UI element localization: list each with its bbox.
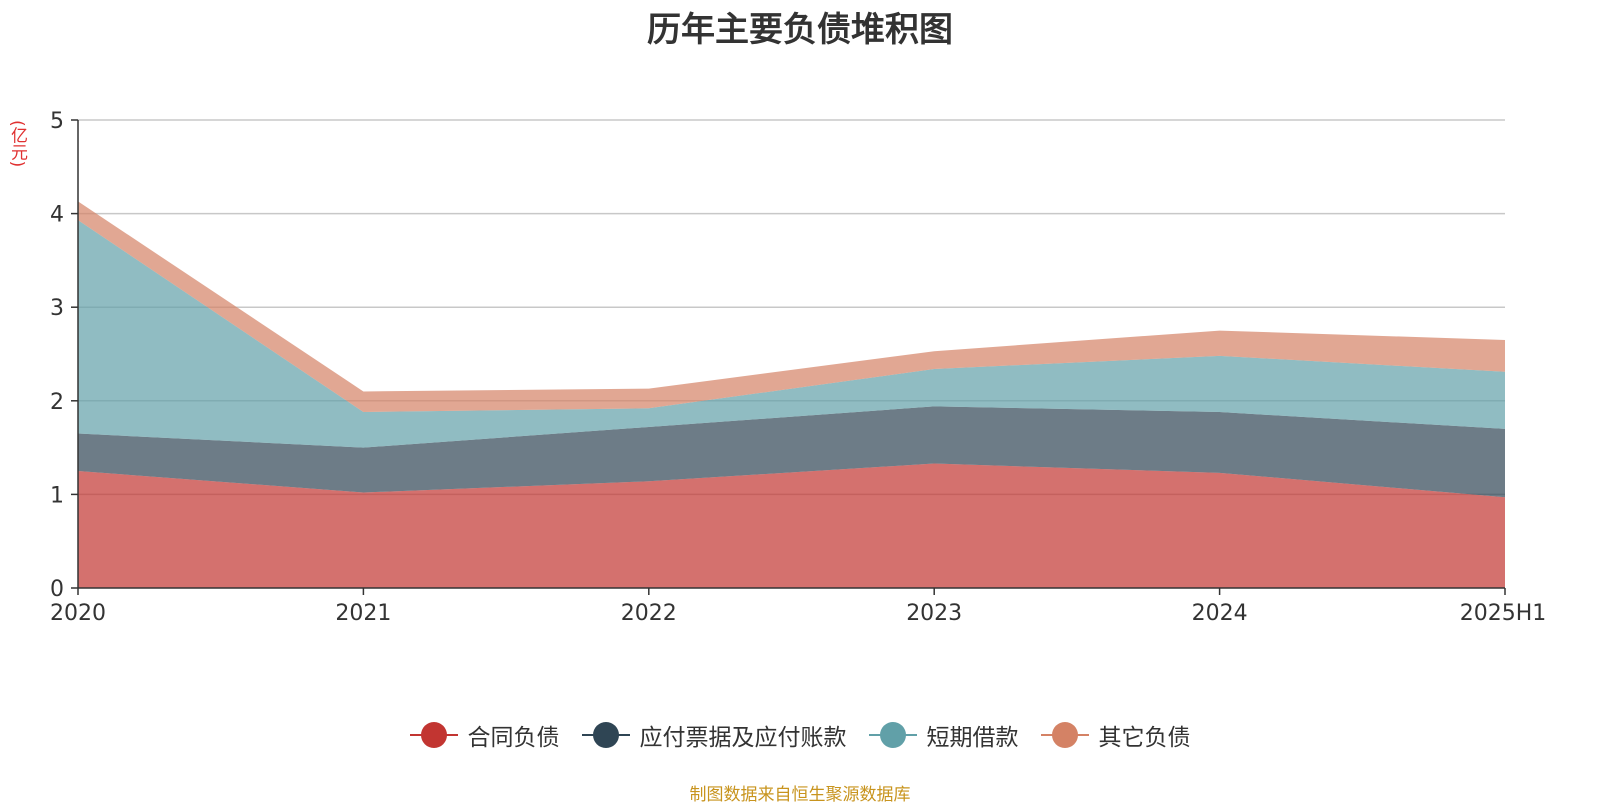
- legend-label: 短期借款: [926, 725, 1019, 751]
- x-tick-label: 2021: [335, 601, 391, 626]
- legend-marker-icon: [868, 721, 917, 749]
- legend-item-0[interactable]: 合同负债: [409, 718, 560, 752]
- y-tick-label: 3: [50, 296, 64, 321]
- legend-item-2[interactable]: 短期借款: [868, 718, 1019, 752]
- y-tick-label: 5: [50, 109, 64, 134]
- y-tick-label: 4: [50, 203, 64, 228]
- area-series-0: [78, 463, 1505, 588]
- legend-item-1[interactable]: 应付票据及应付账款: [581, 718, 847, 752]
- y-axis-unit-label: (亿元): [7, 120, 27, 168]
- chart-legend: 合同负债 应付票据及应付账款 短期借款 其它负债: [0, 718, 1600, 752]
- x-tick-label: 2025H1: [1460, 601, 1547, 626]
- y-tick-label: 0: [50, 577, 64, 602]
- x-tick-label: 2022: [621, 601, 677, 626]
- legend-marker-icon: [581, 721, 630, 749]
- x-tick-label: 2023: [906, 601, 962, 626]
- x-tick-label: 2024: [1192, 601, 1248, 626]
- legend-marker-icon: [1040, 721, 1089, 749]
- legend-label: 合同负债: [467, 725, 560, 751]
- y-tick-label: 2: [50, 390, 64, 415]
- chart-title: 历年主要负债堆积图: [647, 10, 953, 50]
- legend-label: 其它负债: [1098, 725, 1191, 751]
- legend-label: 应付票据及应付账款: [639, 725, 847, 751]
- area-series-3: [78, 201, 1505, 413]
- y-tick-label: 1: [50, 483, 64, 508]
- legend-marker-icon: [409, 721, 458, 749]
- legend-item-3[interactable]: 其它负债: [1040, 718, 1191, 752]
- area-series-2: [78, 220, 1505, 448]
- area-series-1: [78, 406, 1505, 498]
- stacked-area-chart: 0 1 2 3 4 5 2020 2021 2022 2023 2024 2025H1: [50, 109, 1547, 626]
- x-tick-label: 2020: [50, 601, 106, 626]
- data-source-note: 制图数据来自恒生聚源数据库: [689, 785, 911, 805]
